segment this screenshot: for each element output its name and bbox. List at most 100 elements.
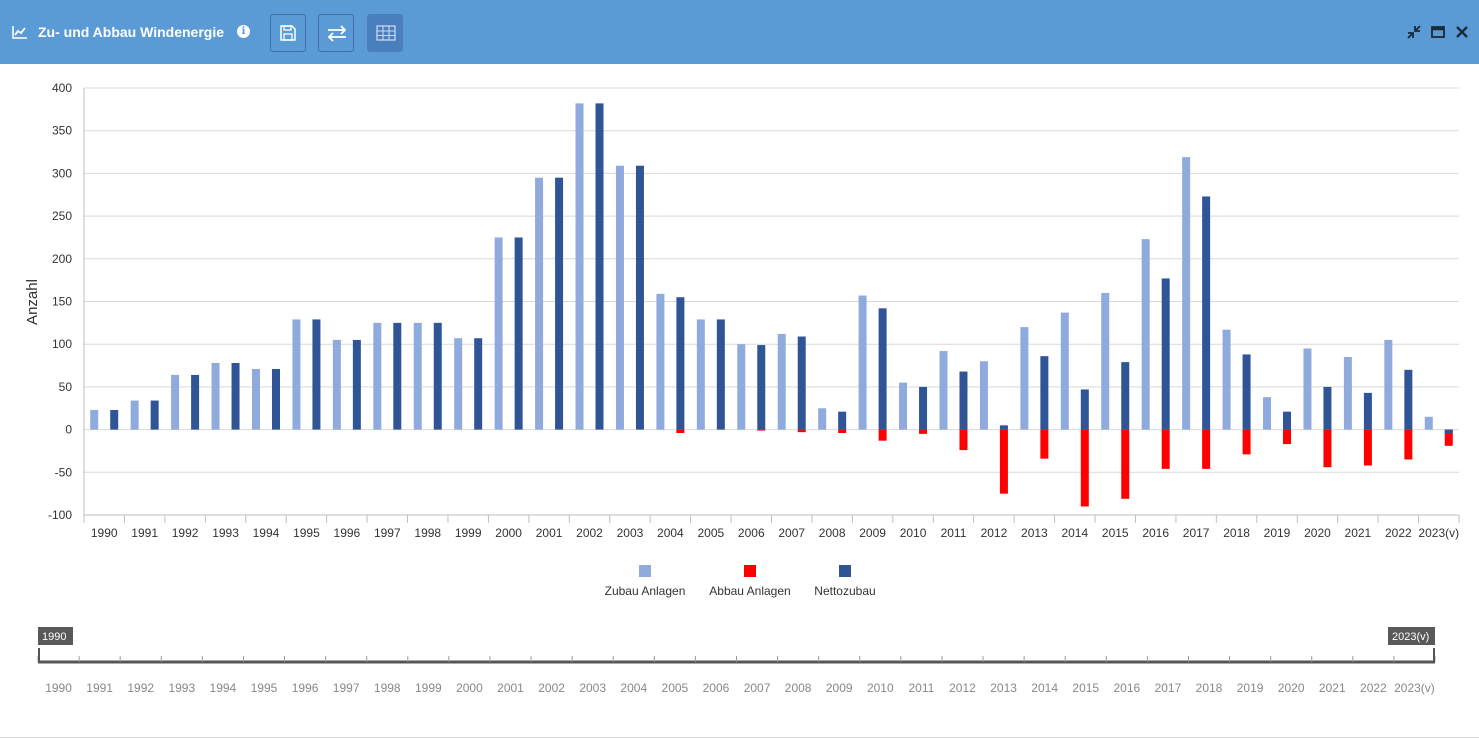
bar-abbau-anlagen [1202, 429, 1211, 469]
bar-abbau-anlagen [1242, 429, 1251, 455]
x-tick-label: 2015 [1102, 526, 1129, 540]
x-tick-label: 1993 [212, 526, 239, 540]
x-tick-label: 2002 [576, 526, 603, 540]
bar-abbau-anlagen [1040, 429, 1049, 459]
slider-tick-label: 1994 [210, 681, 237, 695]
bar-nettozubau [312, 319, 321, 430]
x-tick-label: 1995 [293, 526, 320, 540]
y-tick-label: 50 [59, 380, 73, 394]
x-tick-label: 2009 [859, 526, 886, 540]
bar-nettozubau [191, 374, 200, 430]
x-tick-label: 1994 [253, 526, 280, 540]
bar-nettozubau [474, 338, 483, 430]
bar-zubau-anlagen [1222, 329, 1231, 430]
bar-zubau-anlagen [899, 382, 908, 430]
bar-zubau-anlagen [90, 409, 99, 430]
save-button[interactable] [270, 14, 306, 52]
bar-abbau-anlagen [919, 429, 928, 434]
slider-tick-label: 2022 [1360, 681, 1387, 695]
close-icon[interactable] [1454, 24, 1470, 40]
x-tick-label: 1992 [172, 526, 199, 540]
window-title: Zu- und Abbau Windenergie [38, 24, 225, 40]
x-tick-label: 2020 [1304, 526, 1331, 540]
bar-zubau-anlagen [1263, 397, 1272, 430]
bar-zubau-anlagen [535, 177, 544, 430]
title-bar: Zu- und Abbau Windenergie i [0, 0, 1479, 64]
chart-grid [84, 87, 1459, 516]
y-tick-label: 350 [52, 124, 72, 138]
slider-tick-label: 2021 [1319, 681, 1346, 695]
slider-tick-label: 2000 [456, 681, 483, 695]
slider-tick-label: 1990 [45, 681, 72, 695]
x-tick-label: 2001 [536, 526, 563, 540]
slider-tick-label: 2013 [990, 681, 1017, 695]
x-tick-label: 2019 [1264, 526, 1291, 540]
slider-handle-end [1433, 648, 1435, 662]
bar-nettozubau [231, 362, 240, 430]
line-chart-icon [12, 26, 27, 39]
bar-nettozubau [514, 237, 523, 430]
bar-abbau-anlagen [959, 429, 968, 451]
legend: Zubau Anlagen Abbau Anlagen Nettozubau [605, 565, 876, 598]
bar-zubau-anlagen [1182, 157, 1191, 430]
bar-nettozubau [393, 322, 402, 430]
slider-tick-label: 1998 [374, 681, 401, 695]
bar-abbau-anlagen [1121, 429, 1130, 499]
bar-zubau-anlagen [211, 362, 220, 430]
bar-zubau-anlagen [1101, 292, 1110, 430]
slider-tick-label: 2006 [703, 681, 730, 695]
legend-label: Zubau Anlagen [605, 584, 686, 598]
bar-zubau-anlagen [1141, 239, 1150, 430]
x-tick-label: 2003 [617, 526, 644, 540]
bar-nettozubau [1202, 196, 1211, 430]
x-tick-label: 2004 [657, 526, 684, 540]
bar-nettozubau [1404, 369, 1413, 430]
bar-nettozubau [838, 411, 847, 430]
bar-abbau-anlagen [838, 429, 847, 434]
x-tick-label: 2021 [1345, 526, 1372, 540]
y-axis: -100 -50 0 50 100 150 200 250 300 350 400 [48, 81, 85, 522]
maximize-icon[interactable] [1430, 24, 1446, 40]
bar-zubau-anlagen [858, 295, 867, 430]
bar-abbau-anlagen [1283, 429, 1292, 445]
bar-zubau-anlagen [332, 339, 341, 430]
bar-zubau-anlagen [818, 408, 827, 430]
bar-nettozubau [959, 371, 968, 430]
x-tick-label: 1991 [131, 526, 158, 540]
slider-handle-start [38, 648, 40, 662]
bar-zubau-anlagen [1343, 357, 1352, 430]
legend-swatch [744, 565, 756, 577]
slider-tick-label: 2009 [826, 681, 853, 695]
y-tick-label: 0 [65, 423, 72, 437]
range-slider[interactable]: 1990 1991 1992 1993 1994 1995 1996 1997 1998 1999… [37, 627, 1436, 695]
bar-zubau-anlagen [615, 165, 624, 430]
bar-nettozubau [150, 400, 159, 430]
bar-zubau-anlagen [1060, 312, 1069, 430]
x-tick-label: 2013 [1021, 526, 1048, 540]
slider-tick-label: 2019 [1237, 681, 1264, 695]
slider-tick-label: 2016 [1113, 681, 1140, 695]
bars [90, 103, 1453, 507]
bar-nettozubau [555, 177, 564, 430]
bar-zubau-anlagen [696, 319, 705, 430]
bar-nettozubau [110, 409, 119, 430]
info-icon[interactable]: i [237, 25, 250, 38]
table-view-button[interactable] [367, 14, 403, 52]
slider-tick-label: 2017 [1155, 681, 1182, 695]
x-axis: 1990 1991 1992 1993 1994 1995 1996 1997 1998 1999… [83, 514, 1460, 540]
x-tick-label: 2014 [1061, 526, 1088, 540]
swap-button[interactable] [318, 14, 354, 52]
slider-tick-label: 2023(v) [1394, 681, 1435, 695]
bar-abbau-anlagen [676, 429, 685, 434]
y-tick-label: 250 [52, 209, 72, 223]
x-tick-label: 2023(v) [1418, 526, 1459, 540]
bar-zubau-anlagen [292, 319, 301, 430]
y-tick-label: 200 [52, 252, 72, 266]
bar-nettozubau [676, 297, 685, 430]
bar-nettozubau [1040, 356, 1049, 430]
y-tick-label: 150 [52, 295, 72, 309]
slider-tick-label: 2015 [1072, 681, 1099, 695]
collapse-icon[interactable] [1406, 24, 1422, 40]
slider-tick-label: 1992 [127, 681, 154, 695]
x-tick-label: 2018 [1223, 526, 1250, 540]
